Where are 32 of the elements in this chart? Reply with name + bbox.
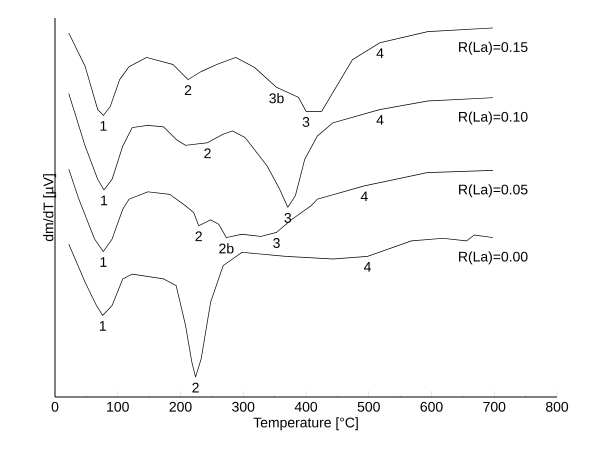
annotation: 1 xyxy=(100,321,106,331)
series-label: R(La)=0.10 xyxy=(459,112,528,125)
annotation: 4 xyxy=(376,115,384,125)
annotation: 2 xyxy=(192,382,199,392)
series-label: R(La)=0.05 xyxy=(459,184,528,198)
x-axis-title: Temperature [°C] xyxy=(254,417,358,430)
series-label: R(La)=0.15 xyxy=(459,42,528,55)
annotation: 2b xyxy=(219,243,234,254)
annotation: 3 xyxy=(273,238,280,248)
x-tick-label: 200 xyxy=(170,402,192,412)
x-tick-label: 300 xyxy=(232,402,254,412)
annotation: 1 xyxy=(100,121,107,131)
annotation: 2 xyxy=(184,85,192,96)
x-tick-label: 500 xyxy=(358,402,380,412)
x-tick-label: 600 xyxy=(420,402,443,412)
annotation: 3 xyxy=(302,117,310,127)
annotation: 1 xyxy=(101,196,108,206)
x-tick-label: 100 xyxy=(107,402,129,412)
y-axis-title: dm/dT [µV] xyxy=(43,174,56,242)
annotation: 3b xyxy=(269,93,284,104)
annotation: 4 xyxy=(360,192,368,202)
x-tick-label: 800 xyxy=(546,402,568,412)
annotation: 4 xyxy=(376,48,384,58)
annotation: 3 xyxy=(284,212,292,223)
annotation: 4 xyxy=(364,262,371,272)
annotation: 2 xyxy=(204,148,211,158)
x-tick-label: 0 xyxy=(52,402,58,412)
x-tick-label: 400 xyxy=(294,402,318,412)
annotation: 1 xyxy=(100,257,107,267)
x-tick-label: 700 xyxy=(483,402,506,412)
series-label: R(La)=0.00 xyxy=(459,251,528,264)
annotation: 2 xyxy=(196,231,202,242)
